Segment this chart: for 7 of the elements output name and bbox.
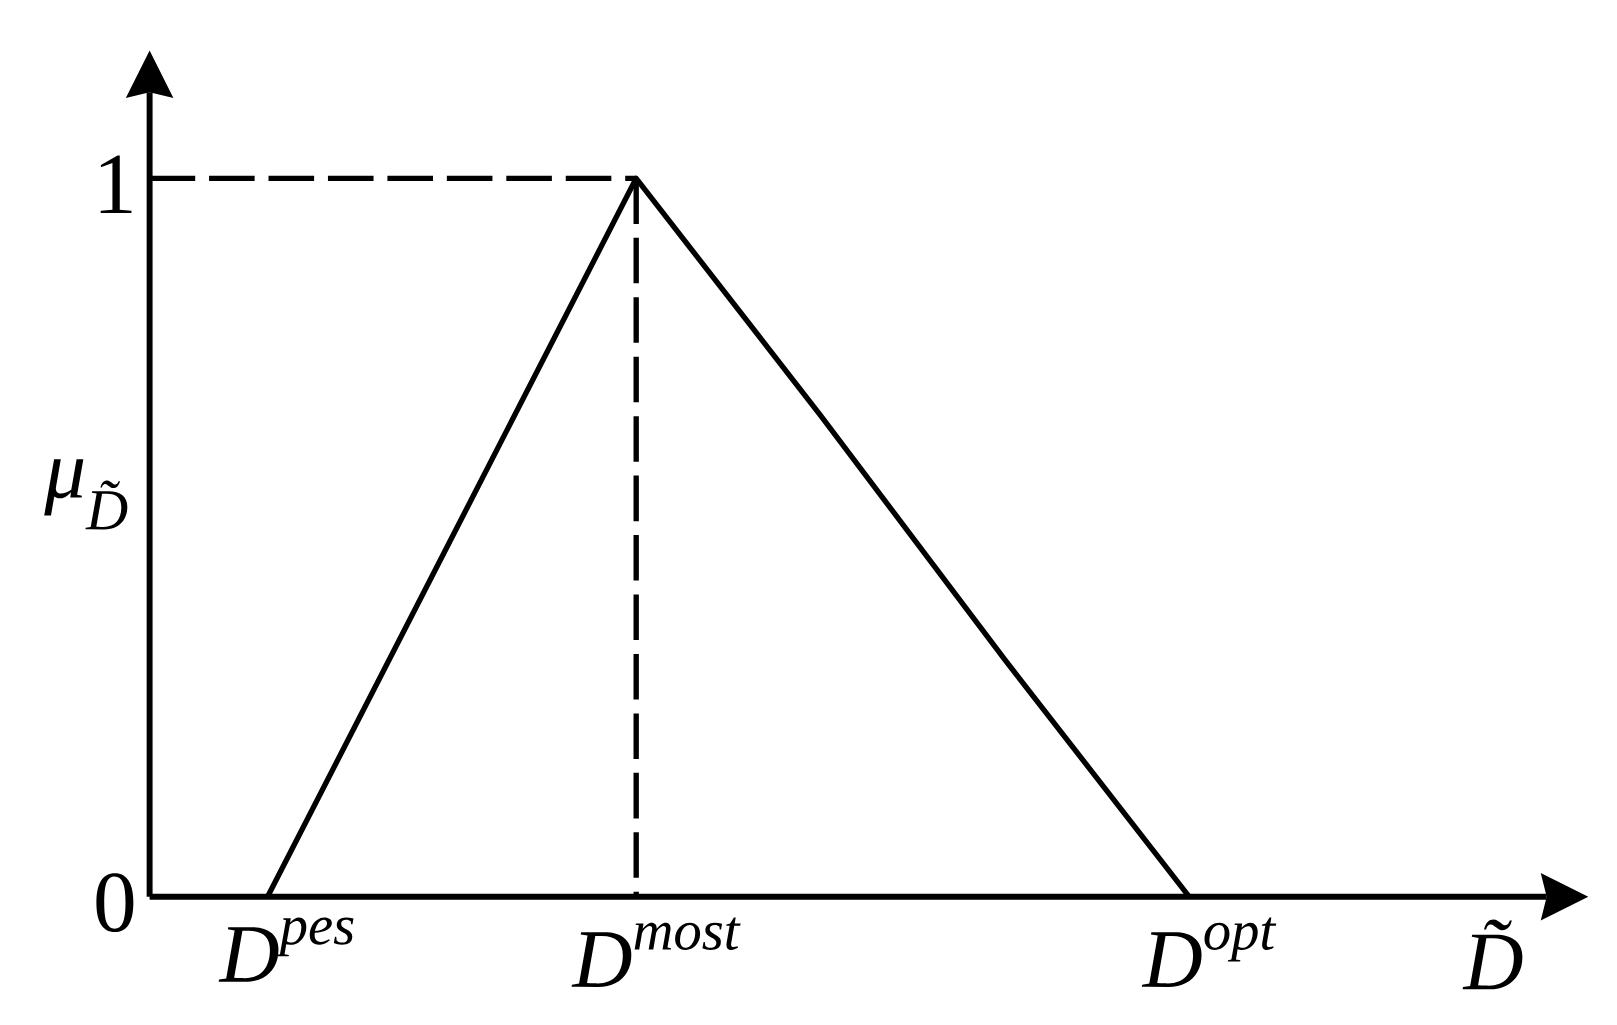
x-tick-label: D$^{most}$: [571, 917, 741, 988]
y-tick-label: 0: [96, 873, 134, 933]
x-tick-label: D$^{opt}$: [1141, 917, 1277, 988]
x-axis-title: D̃: [1462, 919, 1523, 990]
y-tick-label: 1: [100, 155, 132, 214]
y-axis-title: μ$_{D̃}$: [44, 459, 128, 530]
x-tick-label: D$^{pes}$: [218, 917, 354, 983]
